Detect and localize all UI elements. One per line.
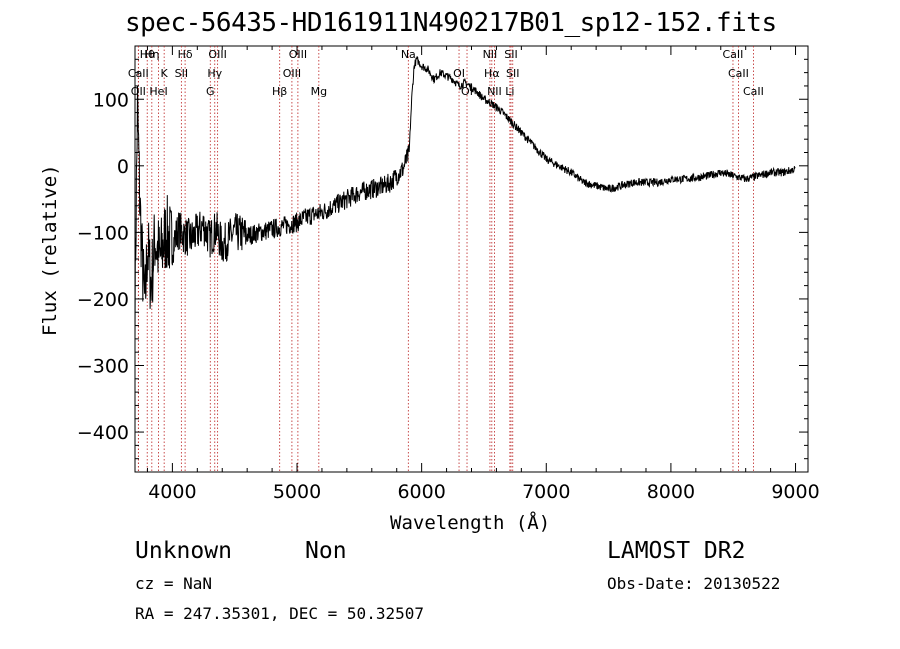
line-label: SII xyxy=(506,67,519,80)
plot-frame xyxy=(134,45,809,473)
line-label: CaII xyxy=(728,67,749,80)
x-tick-label: 5000 xyxy=(273,481,321,503)
redshift-cz: cz = NaN xyxy=(135,574,213,593)
y-tick-label: −200 xyxy=(77,289,129,311)
line-label: OI xyxy=(453,67,465,80)
line-label: Hβ xyxy=(272,85,287,98)
line-label: Li xyxy=(505,85,514,98)
y-tick-label: −100 xyxy=(77,222,129,244)
spectral-line-markers xyxy=(137,46,754,472)
line-label: CaII xyxy=(743,85,764,98)
x-tick-label: 8000 xyxy=(647,481,695,503)
flux-series xyxy=(134,56,796,339)
x-tick-label: 7000 xyxy=(522,481,570,503)
coordinates: RA = 247.35301, DEC = 50.32507 xyxy=(135,604,424,623)
line-label: SII xyxy=(175,67,188,80)
line-label: Na xyxy=(401,48,416,61)
line-label: HeI xyxy=(149,85,167,98)
line-label: Hγ xyxy=(207,67,222,80)
plot-border xyxy=(134,45,809,473)
spectral-line-labels: Hθ CaII OII HηK HeI Hδ SII G OIII Hγ Hβ OIII OIII Mg N… xyxy=(128,48,764,98)
chart-title: spec-56435-HD161911N490217B01_sp12-152.f… xyxy=(125,8,777,38)
line-label: Hθ xyxy=(140,48,155,61)
line-label: K xyxy=(161,67,169,80)
y-axis-label: Flux (relative) xyxy=(39,164,61,336)
x-tick-label: 4000 xyxy=(148,481,196,503)
line-label: NII xyxy=(483,48,498,61)
spectral-subclass: Non xyxy=(305,538,347,564)
line-label: SII xyxy=(504,48,517,61)
y-tick-label: 0 xyxy=(117,156,129,178)
line-label: Hα xyxy=(484,67,500,80)
flux-line xyxy=(134,56,796,339)
x-tick-label: 9000 xyxy=(771,481,819,503)
line-label: Hη xyxy=(144,48,159,61)
line-label: CaII xyxy=(723,48,744,61)
spectral-class: Unknown xyxy=(135,538,232,564)
line-label: OII xyxy=(131,85,146,98)
line-label: CaII xyxy=(128,67,149,80)
axis-ticks: 4000 5000 6000 7000 8000 9000 −400 −300 −200 −100… xyxy=(77,46,820,503)
y-tick-label: −300 xyxy=(77,356,129,378)
line-label: Hδ xyxy=(178,48,193,61)
observation-date: Obs-Date: 20130522 xyxy=(607,574,781,593)
y-tick-label: −400 xyxy=(77,422,129,444)
survey-name: LAMOST DR2 xyxy=(607,538,746,564)
y-tick-label: 100 xyxy=(93,89,129,111)
line-label: OIII xyxy=(208,48,226,61)
x-axis-label: Wavelength (Å) xyxy=(390,512,551,534)
line-label: Mg xyxy=(311,85,327,98)
line-label: NII xyxy=(487,85,502,98)
x-tick-label: 6000 xyxy=(397,481,445,503)
line-label: OIII xyxy=(283,67,301,80)
line-label: OI xyxy=(461,85,473,98)
line-label: OIII xyxy=(289,48,307,61)
line-label: G xyxy=(206,85,215,98)
